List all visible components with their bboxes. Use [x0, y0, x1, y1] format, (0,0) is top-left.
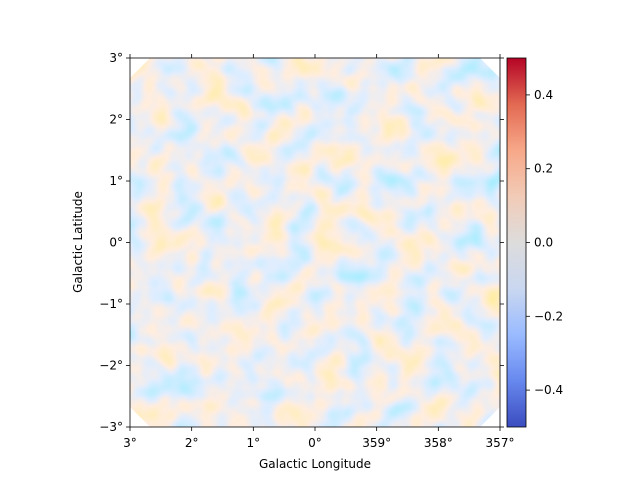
y-tick-label: −3°: [99, 420, 123, 434]
x-tick-label: 359°: [362, 436, 391, 450]
y-tick-label: −2°: [99, 359, 123, 373]
y-axis-label: Galactic Latitude: [71, 191, 85, 293]
y-tick-label: −1°: [99, 297, 123, 311]
x-tick-label: 1°: [247, 436, 261, 450]
colorbar-tick-label: −0.2: [534, 309, 563, 323]
y-tick-label: 3°: [109, 51, 123, 65]
colorbar-tick-label: 0.2: [534, 162, 553, 176]
x-tick-label: 3°: [123, 436, 137, 450]
y-tick-label: 1°: [109, 174, 123, 188]
x-tick-label: 357°: [486, 436, 515, 450]
x-tick-label: 0°: [308, 436, 322, 450]
colorbar-tick-label: −0.4: [534, 383, 563, 397]
map-image: [130, 58, 500, 427]
colorbar: [506, 57, 527, 428]
colorbar-tick-label: 0.4: [534, 88, 553, 102]
x-axis-label: Galactic Longitude: [259, 457, 371, 471]
x-tick-label: 2°: [185, 436, 199, 450]
colorbar-tick-label: 0.0: [534, 236, 553, 250]
sky-map: [130, 58, 500, 427]
y-tick-label: 0°: [109, 236, 123, 250]
y-tick-label: 2°: [109, 113, 123, 127]
x-tick-label: 358°: [424, 436, 453, 450]
